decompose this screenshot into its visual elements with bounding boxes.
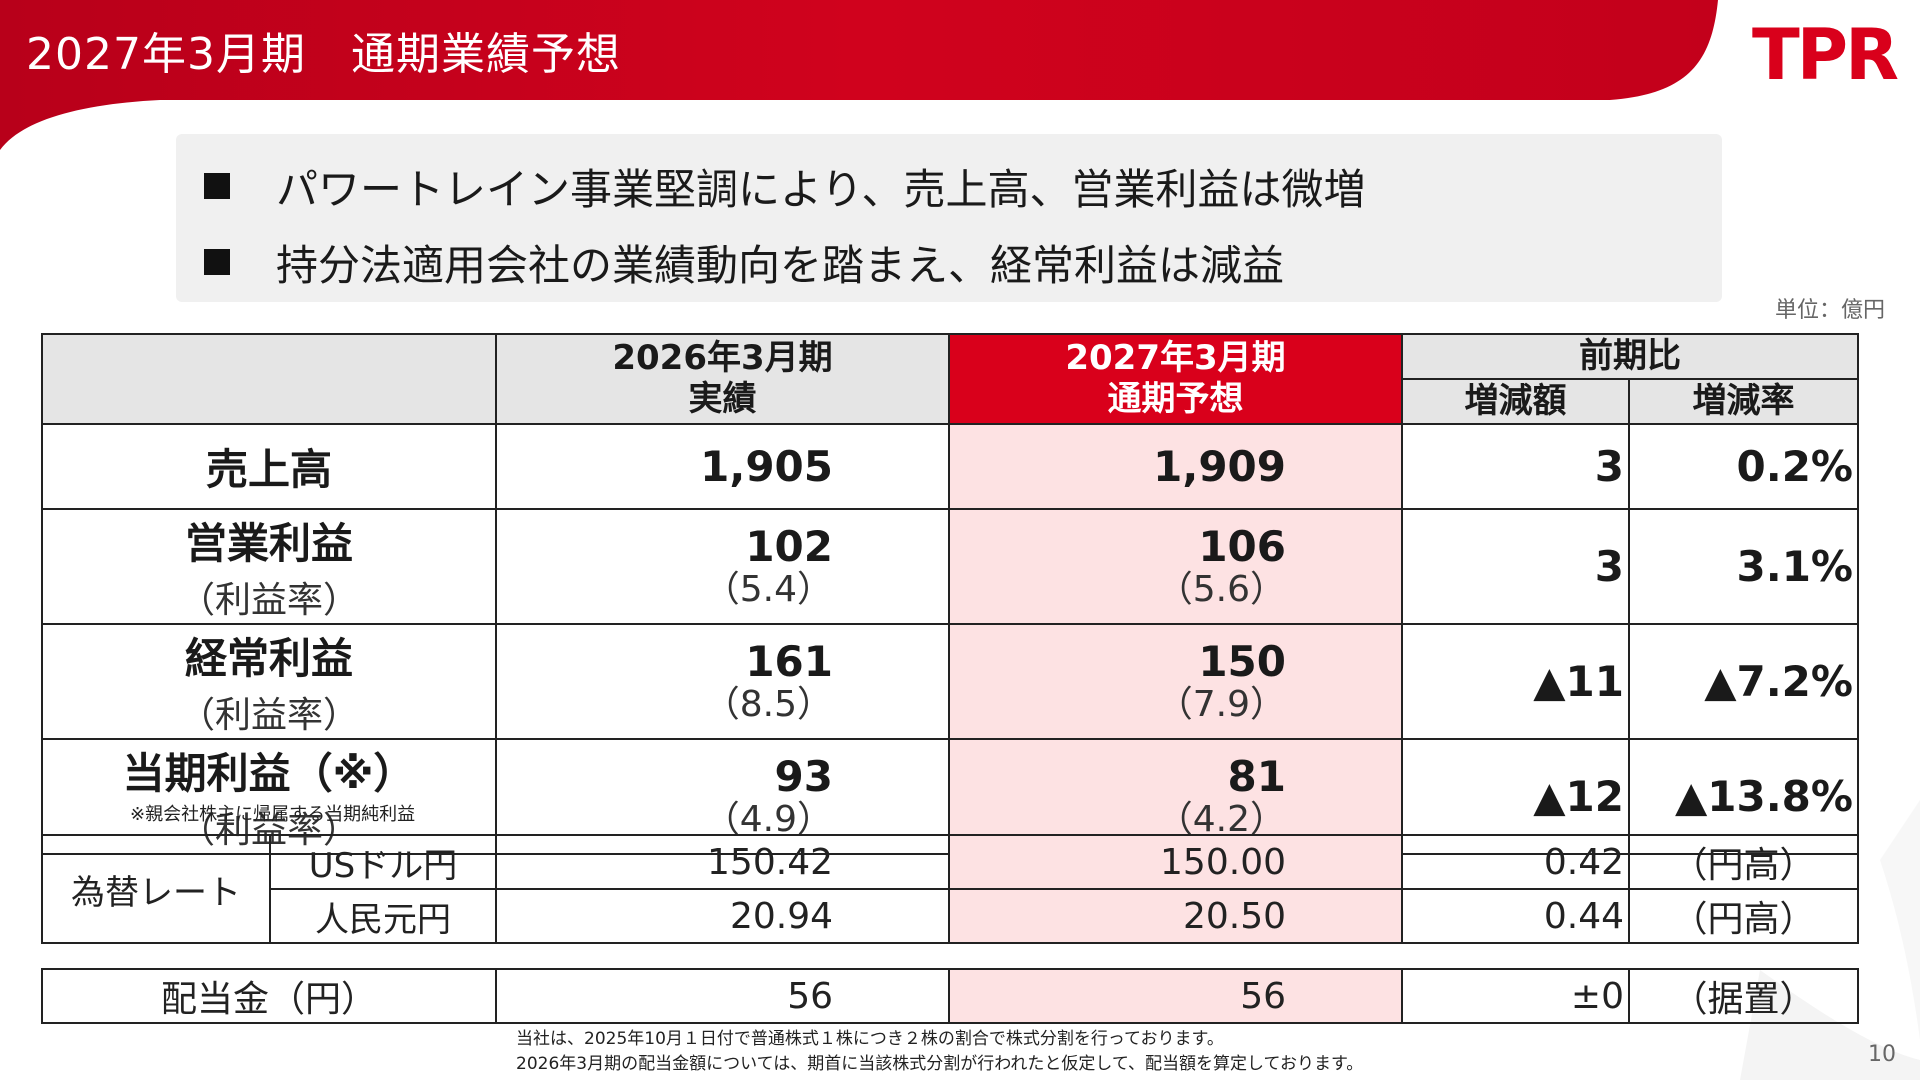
change-rate: 3.1% — [1628, 508, 1859, 625]
forecast-value: 106 （5.6） — [948, 508, 1403, 625]
footnote-line: 2026年3月期の配当金額については、期首に当該株式分割が行われたと仮定して、配… — [516, 1054, 1364, 1074]
header-actual: 2026年3月期 実績 — [495, 333, 950, 425]
dividend-forecast: 56 — [948, 968, 1403, 1024]
page-number: 10 — [1868, 1042, 1896, 1067]
summary-text: パワートレイン事業堅調により、売上高、営業利益は微増 — [276, 164, 1366, 214]
summary-bullet: パワートレイン事業堅調により、売上高、営業利益は微増 — [204, 148, 1722, 224]
dividend-actual: 56 — [495, 968, 950, 1024]
row-label: 営業利益 （利益率） — [41, 508, 497, 625]
square-bullet-icon — [204, 173, 230, 199]
row-label: 売上高 — [41, 423, 497, 510]
change-amount: ▲11 — [1401, 623, 1630, 740]
dividend-table: 配当金（円） 56 56 ±0 （据置） — [41, 968, 1859, 1024]
square-bullet-icon — [204, 249, 230, 275]
table-row: 経常利益 （利益率） 161 （8.5） 150 （7.9） ▲11 ▲7.2% — [41, 623, 1859, 740]
header-blank — [41, 333, 497, 425]
fx-change: 0.44 — [1401, 888, 1630, 944]
header-comparison: 前期比 — [1401, 333, 1859, 380]
fx-label: 為替レート — [41, 834, 271, 944]
summary-text: 持分法適用会社の業績動向を踏まえ、経常利益は減益 — [276, 240, 1285, 290]
fx-rate-table: 為替レート USドル円 150.42 150.00 0.42 （円高） 人民元円… — [41, 834, 1859, 944]
change-amount: 3 — [1401, 423, 1630, 510]
actual-value: 102 （5.4） — [495, 508, 950, 625]
footnote: 当社は、2025年10月１日付で普通株式１株につき２株の割合で株式分割を行ってお… — [516, 1027, 1363, 1077]
actual-value: 1,905 — [495, 423, 950, 510]
tpr-logo: TPR — [1752, 14, 1899, 96]
summary-bullet: 持分法適用会社の業績動向を踏まえ、経常利益は減益 — [204, 224, 1722, 300]
change-amount: 3 — [1401, 508, 1630, 625]
earnings-table: 2026年3月期 実績 2027年3月期 通期予想 前期比 増減額 増減率 売上高 … — [41, 333, 1859, 855]
dividend-note: （据置） — [1628, 968, 1859, 1024]
header-change-amount: 増減額 — [1401, 378, 1630, 425]
dividend-label: 配当金（円） — [41, 968, 497, 1024]
fx-currency: 人民元円 — [269, 888, 497, 944]
fx-note: （円高） — [1628, 834, 1859, 890]
change-rate: ▲7.2% — [1628, 623, 1859, 740]
fx-actual: 20.94 — [495, 888, 950, 944]
table-row: 営業利益 （利益率） 102 （5.4） 106 （5.6） 3 3.1% — [41, 508, 1859, 625]
dividend-change: ±0 — [1401, 968, 1630, 1024]
fx-forecast: 150.00 — [948, 834, 1403, 890]
header-forecast: 2027年3月期 通期予想 — [948, 333, 1403, 425]
footnote-line: 当社は、2025年10月１日付で普通株式１株につき２株の割合で株式分割を行ってお… — [516, 1029, 1224, 1049]
forecast-value: 1,909 — [948, 423, 1403, 510]
table-row: 配当金（円） 56 56 ±0 （据置） — [41, 968, 1859, 1024]
row-label: 経常利益 （利益率） — [41, 623, 497, 740]
table-row: 売上高 1,905 1,909 3 0.2% — [41, 423, 1859, 510]
table-row: 為替レート USドル円 150.42 150.00 0.42 （円高） — [41, 834, 1859, 944]
page-title: 2027年3月期 通期業績予想 — [26, 29, 621, 80]
forecast-value: 150 （7.9） — [948, 623, 1403, 740]
table-note: ※親会社株主に帰属する当期純利益 — [130, 804, 416, 825]
summary-box: パワートレイン事業堅調により、売上高、営業利益は微増 持分法適用会社の業績動向を… — [176, 134, 1722, 302]
fx-forecast: 20.50 — [948, 888, 1403, 944]
fx-actual: 150.42 — [495, 834, 950, 890]
fx-note: （円高） — [1628, 888, 1859, 944]
actual-value: 161 （8.5） — [495, 623, 950, 740]
unit-label: 単位：億円 — [1774, 298, 1885, 323]
header-change-rate: 増減率 — [1628, 378, 1859, 425]
table-row: 人民元円 20.94 20.50 0.44 （円高） — [42, 888, 1859, 944]
fx-currency: USドル円 — [269, 834, 497, 890]
fx-change: 0.42 — [1401, 834, 1630, 890]
change-rate: 0.2% — [1628, 423, 1859, 510]
